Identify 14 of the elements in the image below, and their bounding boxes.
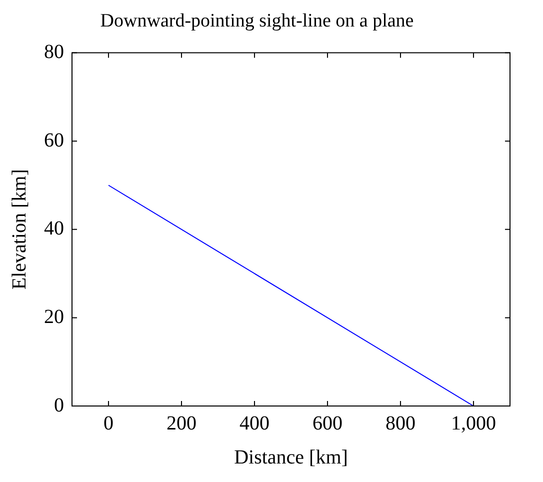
x-axis-title: Distance [km] — [234, 446, 348, 468]
y-tick-label: 80 — [44, 41, 64, 64]
y-tick-label: 40 — [44, 218, 64, 240]
x-tick-label: 600 — [312, 412, 342, 434]
y-tick-label: 0 — [54, 394, 64, 416]
x-tick-label: 200 — [166, 412, 196, 434]
y-tick-label: 60 — [44, 129, 64, 152]
y-axis-title: Elevation [km] — [8, 169, 30, 290]
x-tick-label: 800 — [386, 412, 416, 434]
chart-title: Downward-pointing sight-line on a plane — [100, 10, 414, 32]
y-tick-label: 20 — [44, 306, 64, 328]
x-tick-label: 400 — [240, 412, 270, 434]
x-tick-label: 1,000 — [451, 412, 496, 434]
x-tick-label: 0 — [104, 412, 114, 434]
